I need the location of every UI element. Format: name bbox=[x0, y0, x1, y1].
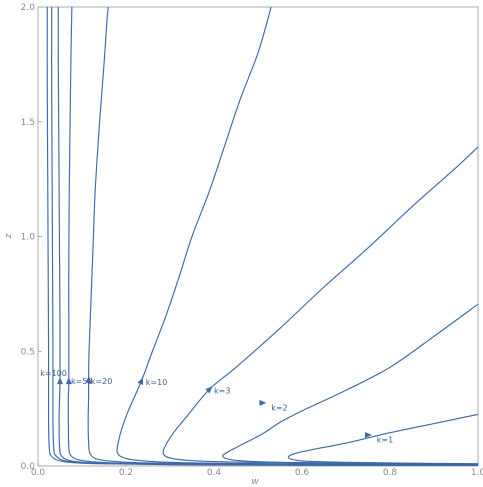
series-line-k-50 bbox=[67, 7, 478, 466]
curve-label-k-50: k=50 bbox=[71, 377, 93, 386]
y-tick-label: 0.0 bbox=[21, 462, 36, 472]
series-line-unlabeled-8 bbox=[46, 7, 478, 466]
curve-label-k-20: k=20 bbox=[91, 377, 113, 386]
curve-label-k-100: k=100 bbox=[40, 369, 67, 378]
curve-labels: k=1 k=2 k=3 k=10 k=20k=50 k=100 bbox=[40, 369, 393, 445]
series-line-k-2 bbox=[222, 303, 478, 465]
y-tick-label: 1.0 bbox=[21, 233, 36, 243]
direction-arrow-k-3 bbox=[205, 386, 213, 394]
curve-label-k-2: k=2 bbox=[271, 403, 287, 412]
x-tick-label: 0.2 bbox=[119, 468, 133, 478]
x-tick-label: 1.0 bbox=[471, 468, 483, 478]
x-tick-label: 0.8 bbox=[383, 468, 398, 478]
curves bbox=[46, 7, 478, 466]
direction-arrow-k-100 bbox=[56, 377, 63, 385]
direction-arrow-k-2 bbox=[259, 399, 267, 406]
series-line-k-3 bbox=[162, 146, 478, 465]
x-axis-title: w bbox=[251, 477, 259, 487]
direction-arrow-k-1 bbox=[365, 432, 372, 439]
y-tick-label: 2.0 bbox=[21, 3, 36, 13]
series-line-k-10 bbox=[116, 7, 478, 466]
direction-arrow-k-10 bbox=[137, 377, 144, 385]
series-line-k-20 bbox=[87, 7, 478, 466]
direction-arrow-k-20 bbox=[85, 375, 92, 383]
y-tick-label: 1.5 bbox=[21, 118, 35, 128]
direction-arrow-k-50 bbox=[65, 377, 72, 385]
y-axis: 0.0 0.5 1.0 1.5 2.0 bbox=[21, 3, 42, 472]
y-axis-title: z bbox=[4, 233, 14, 239]
plot-frame bbox=[37, 6, 479, 467]
curve-label-k-3: k=3 bbox=[214, 386, 230, 395]
x-tick-label: 0.6 bbox=[295, 468, 310, 478]
series-line-unlabeled-7 bbox=[51, 7, 478, 466]
curve-label-k-10: k=10 bbox=[146, 378, 168, 387]
series-line-k-100 bbox=[57, 7, 478, 466]
x-tick-label: 0.4 bbox=[207, 468, 222, 478]
curve-label-k-1: k=1 bbox=[377, 436, 393, 445]
y-tick-label: 0.5 bbox=[21, 347, 35, 357]
x-tick-label: 0.0 bbox=[31, 468, 46, 478]
